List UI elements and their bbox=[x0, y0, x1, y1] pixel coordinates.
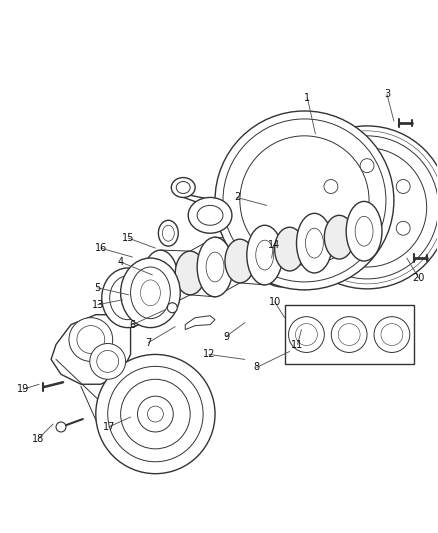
Ellipse shape bbox=[240, 136, 369, 265]
Ellipse shape bbox=[188, 197, 232, 233]
Text: 13: 13 bbox=[92, 300, 104, 310]
Polygon shape bbox=[51, 314, 131, 384]
Ellipse shape bbox=[296, 136, 438, 279]
Ellipse shape bbox=[247, 225, 283, 285]
Ellipse shape bbox=[176, 182, 190, 193]
Ellipse shape bbox=[206, 252, 224, 282]
Ellipse shape bbox=[331, 317, 367, 352]
Text: 6: 6 bbox=[130, 320, 136, 329]
Text: 7: 7 bbox=[145, 337, 152, 348]
Ellipse shape bbox=[159, 220, 178, 246]
Polygon shape bbox=[185, 316, 215, 329]
Ellipse shape bbox=[324, 180, 338, 193]
Ellipse shape bbox=[120, 379, 190, 449]
Ellipse shape bbox=[77, 326, 105, 353]
Text: 14: 14 bbox=[268, 240, 280, 250]
Ellipse shape bbox=[167, 303, 177, 313]
Text: 9: 9 bbox=[223, 332, 229, 342]
Ellipse shape bbox=[148, 406, 163, 422]
Ellipse shape bbox=[289, 317, 324, 352]
Ellipse shape bbox=[120, 258, 180, 328]
Ellipse shape bbox=[108, 366, 203, 462]
Ellipse shape bbox=[225, 239, 255, 283]
Ellipse shape bbox=[110, 276, 145, 320]
Ellipse shape bbox=[305, 228, 323, 258]
Ellipse shape bbox=[381, 324, 403, 345]
Text: 15: 15 bbox=[122, 233, 135, 243]
Text: 3: 3 bbox=[384, 89, 390, 99]
Text: 4: 4 bbox=[117, 257, 124, 267]
Ellipse shape bbox=[197, 237, 233, 297]
Ellipse shape bbox=[346, 201, 382, 261]
Ellipse shape bbox=[360, 159, 374, 173]
Ellipse shape bbox=[286, 126, 438, 289]
Text: 20: 20 bbox=[413, 273, 425, 283]
Ellipse shape bbox=[171, 177, 195, 197]
Ellipse shape bbox=[307, 148, 427, 267]
Ellipse shape bbox=[97, 351, 119, 373]
Ellipse shape bbox=[197, 205, 223, 225]
Ellipse shape bbox=[142, 250, 178, 310]
Ellipse shape bbox=[96, 354, 215, 474]
Ellipse shape bbox=[338, 324, 360, 345]
Ellipse shape bbox=[355, 216, 373, 246]
Ellipse shape bbox=[141, 280, 160, 306]
Ellipse shape bbox=[396, 180, 410, 193]
Ellipse shape bbox=[254, 223, 309, 287]
Ellipse shape bbox=[324, 221, 338, 235]
Text: 19: 19 bbox=[17, 384, 29, 394]
Ellipse shape bbox=[296, 324, 318, 345]
Ellipse shape bbox=[102, 268, 153, 328]
Ellipse shape bbox=[297, 213, 332, 273]
Ellipse shape bbox=[396, 221, 410, 235]
Ellipse shape bbox=[256, 240, 274, 270]
Ellipse shape bbox=[324, 215, 354, 259]
Ellipse shape bbox=[357, 197, 377, 217]
Text: 1: 1 bbox=[304, 93, 311, 103]
Ellipse shape bbox=[275, 227, 304, 271]
Ellipse shape bbox=[131, 267, 170, 319]
Text: 8: 8 bbox=[254, 362, 260, 373]
Ellipse shape bbox=[152, 265, 170, 295]
Ellipse shape bbox=[215, 111, 394, 290]
Ellipse shape bbox=[69, 318, 113, 361]
Ellipse shape bbox=[360, 242, 374, 256]
Ellipse shape bbox=[264, 233, 300, 277]
Text: 10: 10 bbox=[268, 297, 281, 307]
Ellipse shape bbox=[223, 119, 386, 282]
Text: 12: 12 bbox=[203, 350, 215, 359]
Ellipse shape bbox=[162, 225, 174, 241]
Bar bbox=[285, 305, 414, 365]
Text: 17: 17 bbox=[102, 422, 115, 432]
Text: 5: 5 bbox=[95, 283, 101, 293]
Text: 11: 11 bbox=[291, 340, 304, 350]
Ellipse shape bbox=[56, 422, 66, 432]
Ellipse shape bbox=[90, 343, 126, 379]
Ellipse shape bbox=[138, 396, 173, 432]
Text: 18: 18 bbox=[32, 434, 44, 444]
Ellipse shape bbox=[345, 185, 389, 229]
Ellipse shape bbox=[374, 317, 410, 352]
Ellipse shape bbox=[175, 251, 205, 295]
Text: 2: 2 bbox=[234, 192, 240, 203]
Text: 16: 16 bbox=[95, 243, 107, 253]
